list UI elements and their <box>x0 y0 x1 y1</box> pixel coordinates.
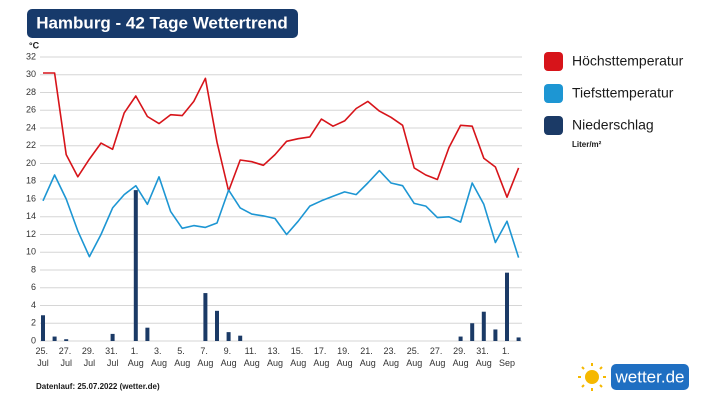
legend-label: Höchsttemperatur <box>572 53 684 69</box>
x-tick-label: 25. Jul <box>35 346 50 368</box>
legend-swatch <box>544 52 563 71</box>
x-tick-label: 29. Aug <box>453 346 469 368</box>
logo-text: wetter.de <box>615 367 685 386</box>
legend-label: Niederschlag <box>572 117 654 133</box>
precip-bar <box>145 327 150 341</box>
precip-bar <box>133 190 138 341</box>
x-tick-label: 1. Aug <box>128 346 144 368</box>
x-tick-label: 15. Aug <box>290 346 306 368</box>
x-tick-label: 1. Sep <box>499 346 515 368</box>
precip-bar <box>203 293 208 341</box>
x-tick-label: 9. Aug <box>221 346 237 368</box>
y-tick-label: 8 <box>31 264 36 274</box>
x-tick-label: 21. Aug <box>360 346 376 368</box>
y-tick-label: 2 <box>31 318 36 328</box>
x-tick-label: 5. Aug <box>174 346 190 368</box>
precip-bar <box>493 329 498 341</box>
y-tick-label: 14 <box>26 211 36 221</box>
title-box <box>27 9 298 38</box>
precip-bar <box>458 336 463 341</box>
x-tick-label: 19. Aug <box>337 346 353 368</box>
y-tick-label: 18 <box>26 176 36 186</box>
precip-bar <box>52 336 57 341</box>
y-tick-label: 30 <box>26 69 36 79</box>
legend-swatch <box>544 84 563 103</box>
y-tick-label: 16 <box>26 193 36 203</box>
y-tick-label: 0 <box>31 335 36 345</box>
unit-note: Liter/m² <box>572 140 602 149</box>
x-tick-label: 3. Aug <box>151 346 167 368</box>
x-tick-label: 27. Jul <box>59 346 74 368</box>
precip-bar <box>238 335 243 341</box>
temp-line <box>43 72 520 198</box>
temp-line <box>42 169 520 258</box>
y-axis-label: °C <box>29 40 40 50</box>
logo-sun <box>578 363 606 391</box>
y-tick-label: 32 <box>26 51 36 61</box>
logo-box <box>611 364 689 390</box>
precip-bar <box>41 315 45 341</box>
legend-label: Tiefsttemperatur <box>572 85 674 101</box>
x-tick-label: 25. Aug <box>406 346 422 368</box>
x-tick-label: 17. Aug <box>313 346 329 368</box>
precip-bar <box>64 339 69 341</box>
precip-bar <box>110 333 115 341</box>
x-tick-label: 31. Jul <box>105 346 120 368</box>
y-tick-label: 12 <box>26 229 36 239</box>
y-tick-label: 6 <box>31 282 36 292</box>
x-tick-label: 13. Aug <box>267 346 283 368</box>
precip-bar <box>481 311 486 341</box>
chart-title: Hamburg - 42 Tage Wettertrend <box>36 13 288 32</box>
x-tick-label: 23. Aug <box>383 346 399 368</box>
y-tick-label: 20 <box>26 158 36 168</box>
x-tick-label: 7. Aug <box>197 346 213 368</box>
x-tick-label: 27. Aug <box>429 346 445 368</box>
legend-swatch <box>544 116 563 135</box>
precip-bar <box>470 323 475 341</box>
x-tick-label: 29. Jul <box>82 346 97 368</box>
precip-bar <box>215 310 219 341</box>
y-tick-label: 26 <box>26 105 36 115</box>
x-tick-label: 31. Aug <box>476 346 492 368</box>
y-tick-label: 22 <box>26 140 36 150</box>
y-tick-label: 4 <box>31 300 36 310</box>
y-tick-label: 28 <box>26 87 36 97</box>
precip-bar <box>505 272 509 341</box>
precip-bar <box>226 332 231 341</box>
y-tick-label: 24 <box>26 122 36 132</box>
x-tick-label: 11. Aug <box>244 346 260 368</box>
footer: Datenlauf: 25.07.2022 (wetter.de) <box>36 382 160 391</box>
y-tick-label: 10 <box>26 247 36 257</box>
precip-bar <box>516 337 521 341</box>
